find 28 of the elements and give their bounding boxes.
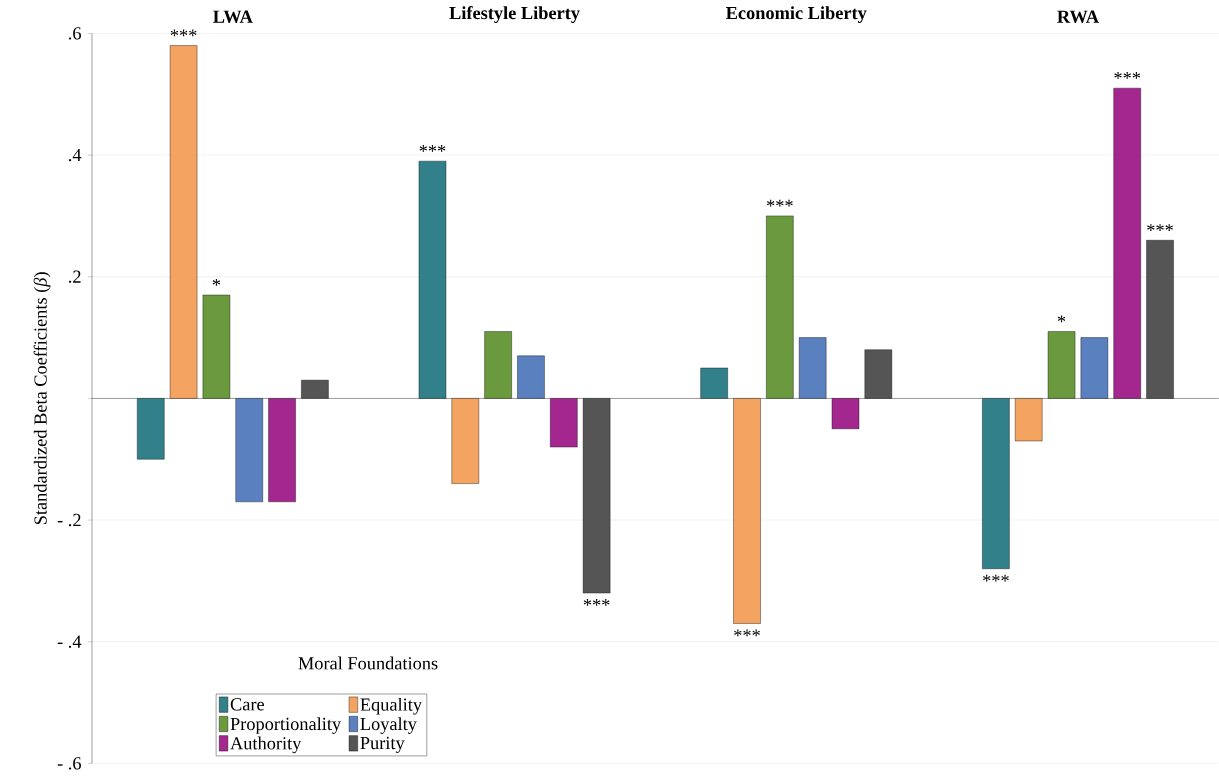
data-label: ***: [1114, 72, 1141, 79]
legend-label: Proportionality: [230, 717, 342, 735]
data-label: ***: [170, 29, 197, 37]
y-tick-label: - .4: [57, 635, 82, 649]
x-tick-label: RWA: [1057, 10, 1099, 24]
legend-label: Loyalty: [360, 717, 417, 735]
y-tick-label: .4: [69, 149, 82, 162]
y-tick-label: - .2: [57, 514, 81, 527]
data-label: ***: [419, 145, 446, 152]
legend-label: Authority: [230, 736, 302, 754]
y-tick-label: .2: [69, 270, 81, 284]
data-label: *: [1057, 315, 1066, 323]
data-label: ***: [583, 599, 610, 606]
y-axis-title: Standardized Beta Coefficients (β): [33, 272, 51, 525]
data-label: *: [212, 279, 221, 286]
y-tick-label: .6: [69, 27, 81, 40]
data-label: ***: [766, 199, 793, 207]
x-tick-label: Lifestyle Liberty: [449, 6, 580, 24]
data-label: ***: [734, 629, 760, 637]
x-tick-label: Economic Liberty: [726, 6, 867, 24]
x-tick-label: LWA: [213, 10, 253, 24]
legend-label: Purity: [360, 737, 405, 754]
legend-label: Care: [230, 698, 265, 711]
data-label: ***: [1147, 224, 1173, 232]
legend-title: Moral Foundations: [298, 656, 438, 670]
legend-label: Equality: [360, 698, 422, 715]
y-tick-label: - .6: [57, 757, 81, 770]
data-label: ***: [983, 574, 1009, 582]
